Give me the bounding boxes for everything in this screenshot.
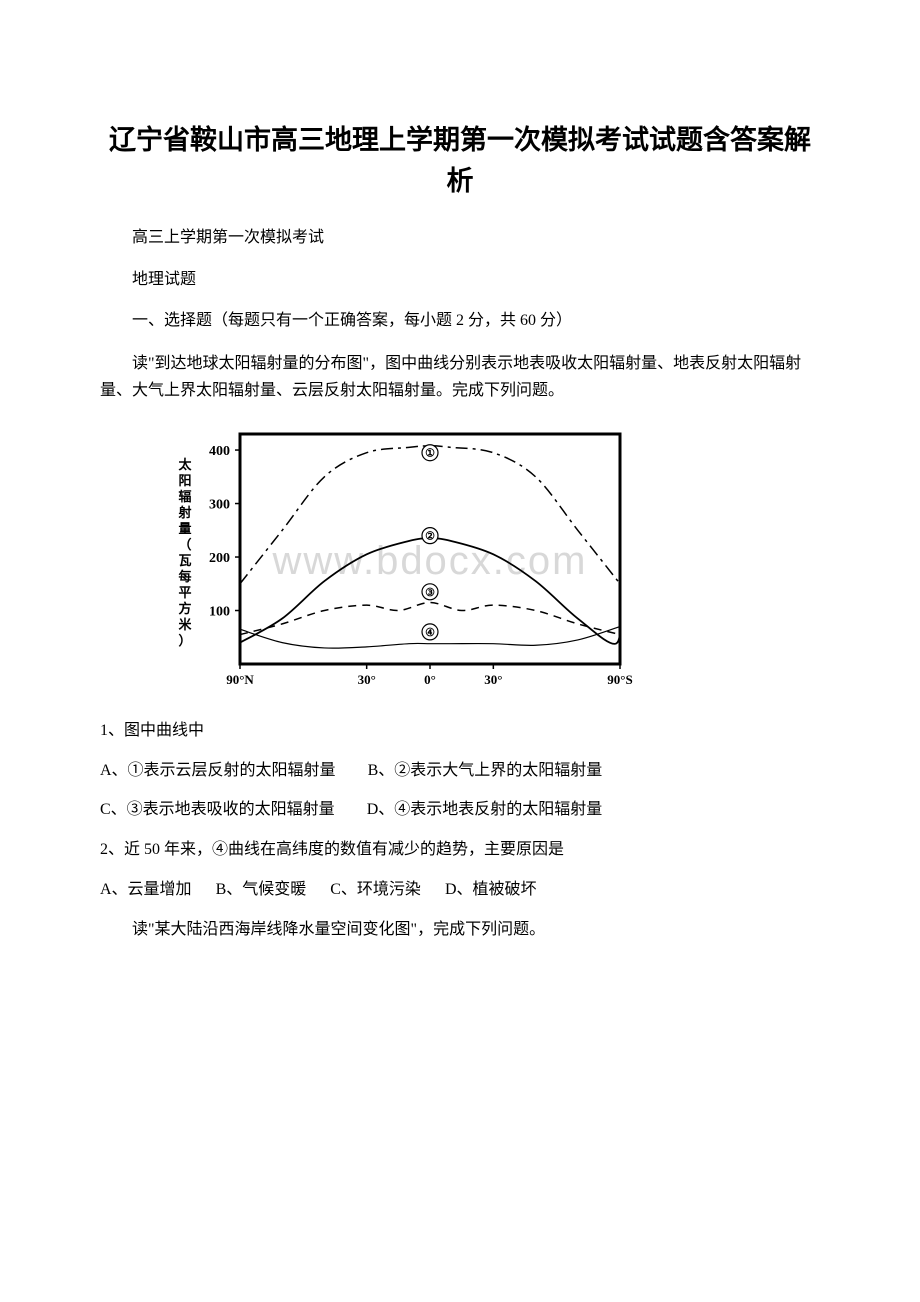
svg-text:300: 300 xyxy=(209,498,230,513)
q1-option-c: C、③表示地表吸收的太阳辐射量 xyxy=(100,797,335,823)
q2-option-a: A、云量增加 xyxy=(100,881,192,898)
exam-subtitle: 高三上学期第一次模拟考试 xyxy=(100,225,820,251)
svg-text:每: 每 xyxy=(178,569,191,584)
svg-text:方: 方 xyxy=(178,601,191,616)
question-1-stem: 1、图中曲线中 xyxy=(100,718,820,744)
svg-text:200: 200 xyxy=(209,551,230,566)
svg-text:②: ② xyxy=(425,531,435,543)
svg-text:米: 米 xyxy=(178,617,192,632)
q1-option-a: A、①表示云层反射的太阳辐射量 xyxy=(100,758,336,784)
svg-text:量: 量 xyxy=(178,521,191,536)
svg-text:平: 平 xyxy=(178,585,191,600)
question-1-options-cd: C、③表示地表吸收的太阳辐射量 D、④表示地表反射的太阳辐射量 xyxy=(100,797,820,823)
q2-option-d: D、植被破坏 xyxy=(445,881,537,898)
svg-text:30°: 30° xyxy=(358,672,376,687)
svg-text:太: 太 xyxy=(177,457,192,472)
q2-option-c: C、环境污染 xyxy=(330,881,421,898)
svg-text:0°: 0° xyxy=(424,672,436,687)
svg-text:射: 射 xyxy=(177,505,191,520)
svg-text:100: 100 xyxy=(209,605,230,620)
passage-2: 读"某大陆沿西海岸线降水量空间变化图"，完成下列问题。 xyxy=(100,916,820,943)
svg-text:辐: 辐 xyxy=(178,489,191,504)
q1-option-d: D、④表示地表反射的太阳辐射量 xyxy=(367,797,603,823)
passage-1: 读"到达地球太阳辐射量的分布图"，图中曲线分别表示地表吸收太阳辐射量、地表反射太… xyxy=(100,350,820,404)
svg-text:阳: 阳 xyxy=(178,473,191,488)
svg-text:④: ④ xyxy=(425,627,435,639)
svg-text:③: ③ xyxy=(425,587,435,599)
svg-text:瓦: 瓦 xyxy=(178,553,191,568)
svg-text:www.bdocx.com: www.bdocx.com xyxy=(272,539,588,583)
question-1-options-ab: A、①表示云层反射的太阳辐射量 B、②表示大气上界的太阳辐射量 xyxy=(100,758,820,784)
svg-text:（: （ xyxy=(178,537,191,552)
svg-text:90°N: 90°N xyxy=(226,672,254,687)
q2-option-b: B、气候变暖 xyxy=(216,881,307,898)
svg-text:①: ① xyxy=(425,448,435,460)
section-header: 一、选择题（每题只有一个正确答案，每小题 2 分，共 60 分） xyxy=(100,308,820,334)
svg-text:）: ） xyxy=(178,633,191,648)
question-2-stem: 2、近 50 年来，④曲线在高纬度的数值有减少的趋势，主要原因是 xyxy=(100,837,820,863)
q1-option-b: B、②表示大气上界的太阳辐射量 xyxy=(368,758,603,784)
subject-label: 地理试题 xyxy=(100,267,820,293)
svg-text:30°: 30° xyxy=(484,672,502,687)
question-2-options: A、云量增加 B、气候变暖 C、环境污染 D、植被破坏 xyxy=(100,877,820,903)
svg-text:400: 400 xyxy=(209,444,230,459)
solar-radiation-chart: www.bdocx.com 100 200 300 400 90°N 30° 0° 30° 90°… xyxy=(130,414,660,704)
page-title: 辽宁省鞍山市高三地理上学期第一次模拟考试试题含答案解析 xyxy=(100,120,820,201)
svg-text:90°S: 90°S xyxy=(607,672,632,687)
